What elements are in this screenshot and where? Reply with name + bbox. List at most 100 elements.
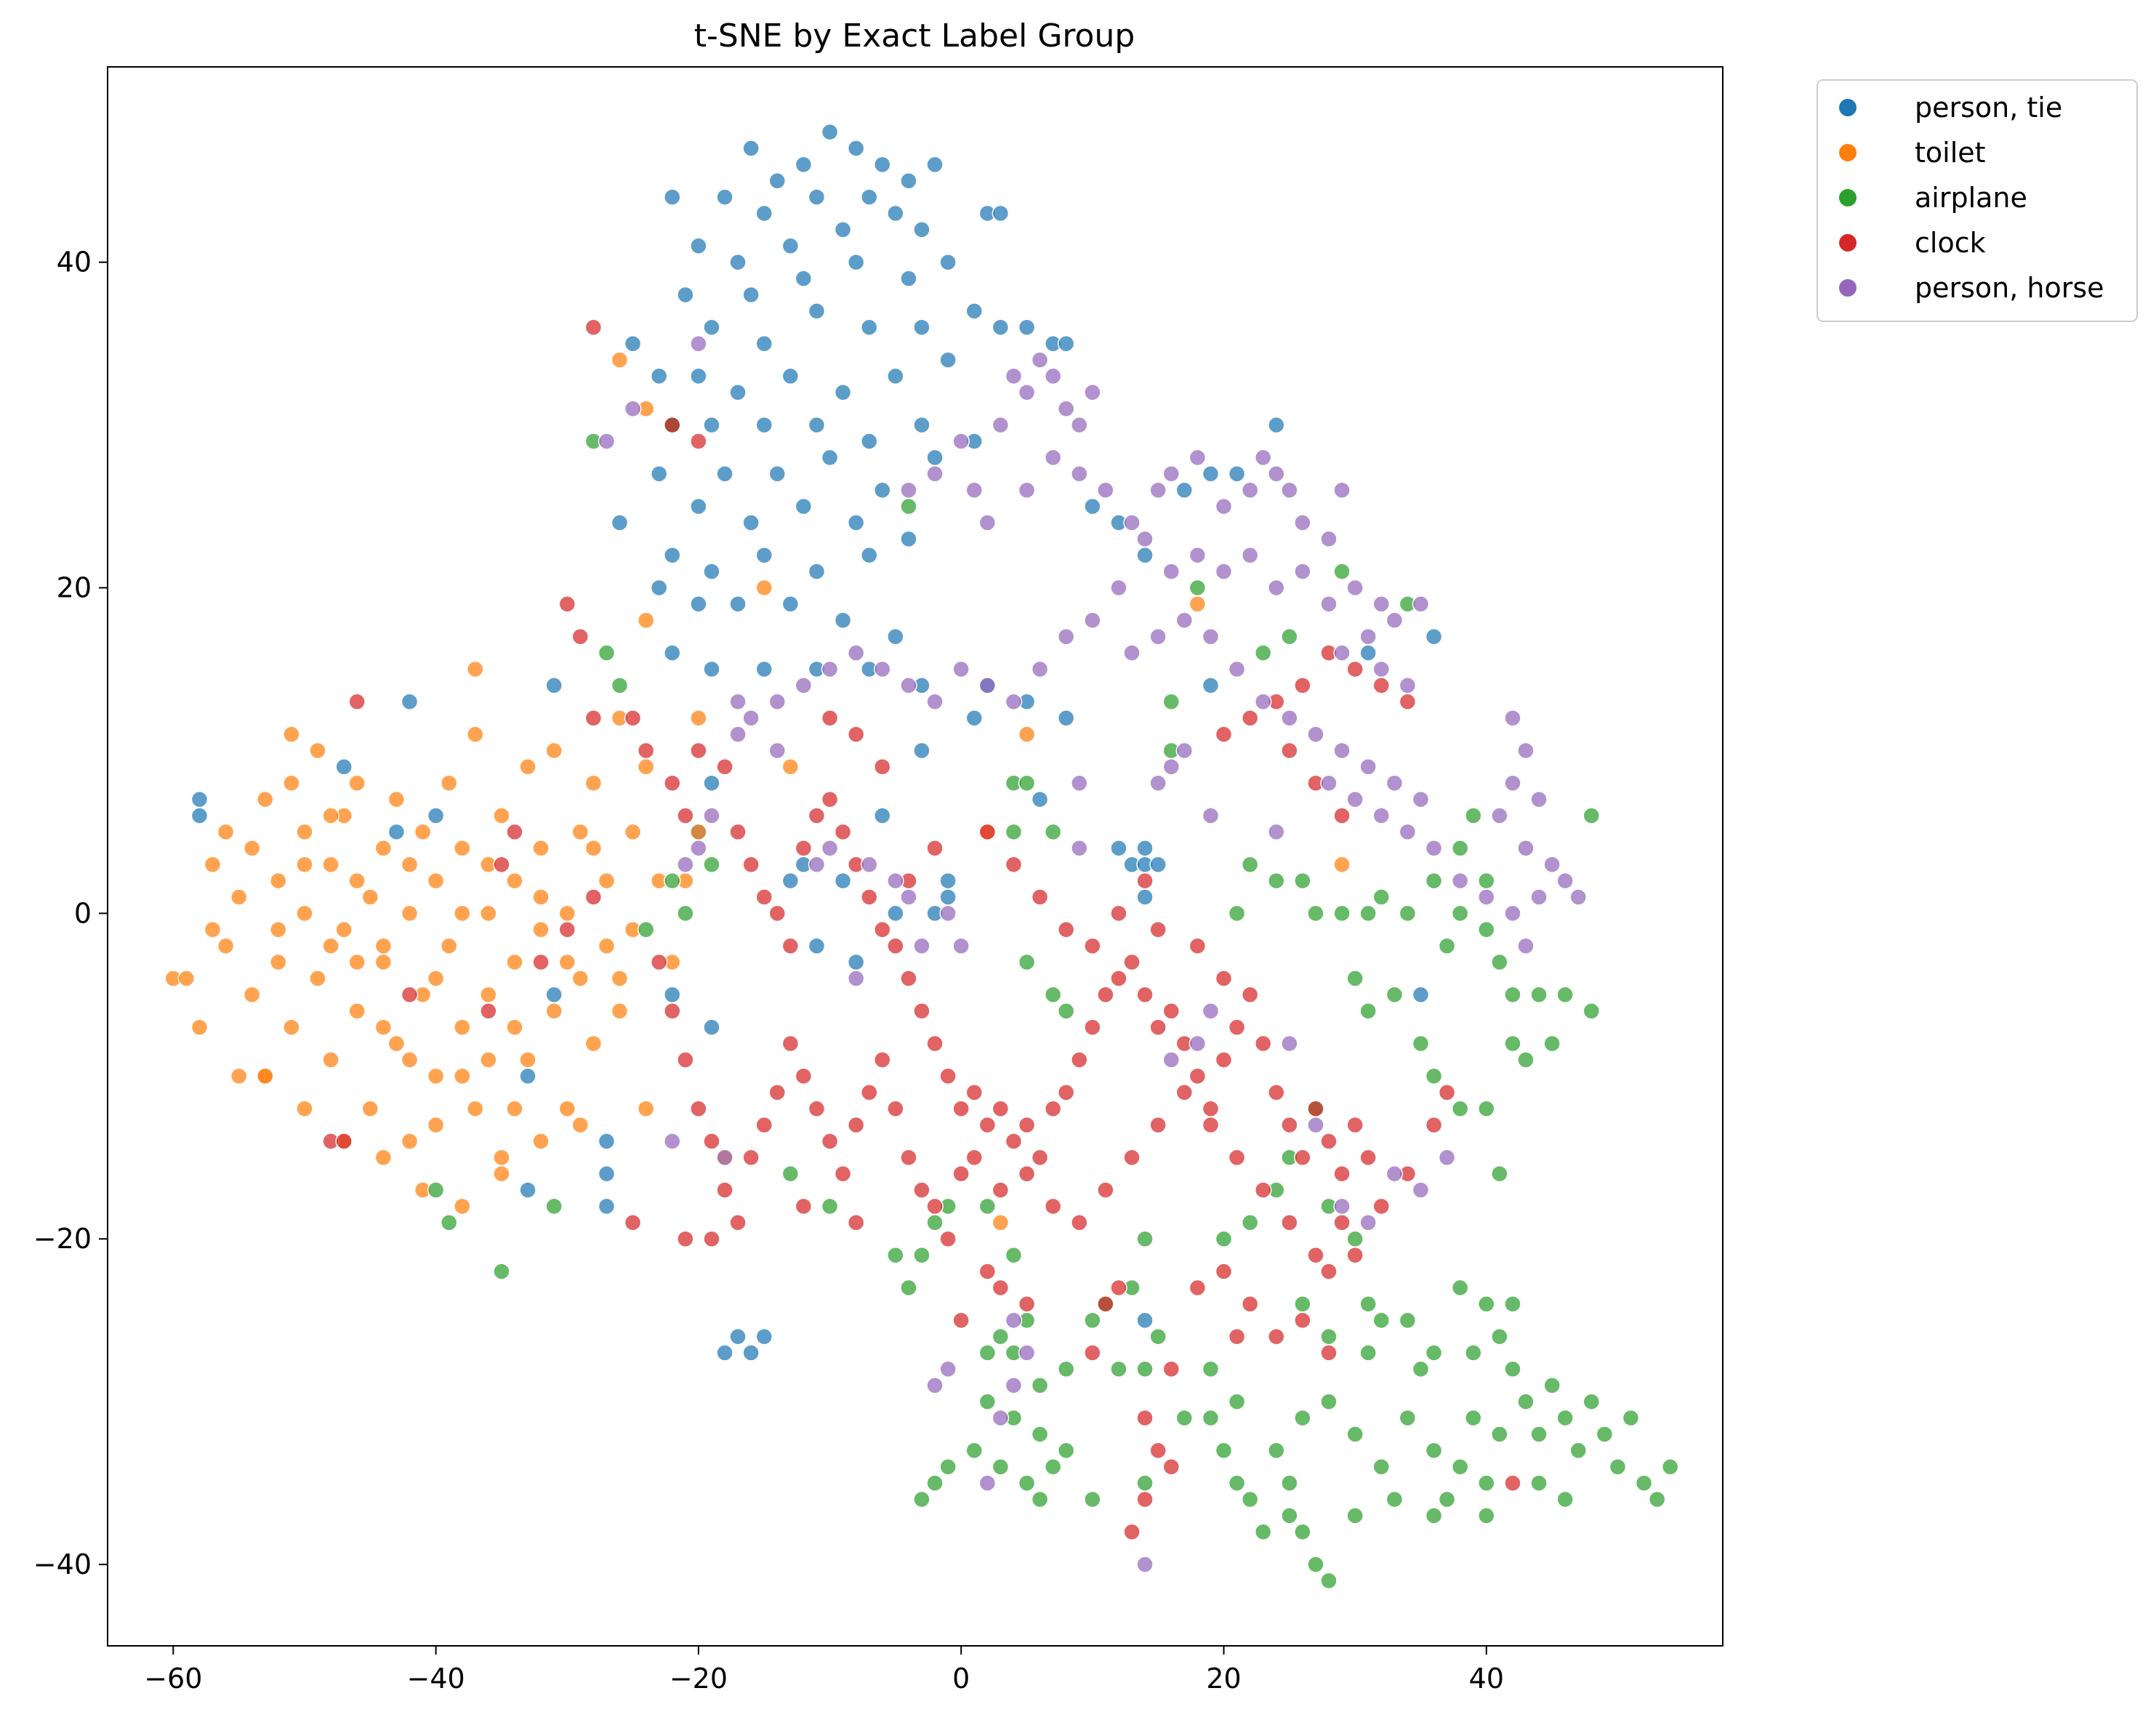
data-point — [1478, 921, 1495, 939]
data-point — [847, 514, 865, 531]
data-point — [270, 872, 287, 890]
data-point — [611, 677, 629, 694]
data-point — [1031, 1149, 1049, 1166]
data-point — [926, 1214, 944, 1231]
data-point — [401, 986, 419, 1004]
data-point — [1268, 579, 1285, 597]
data-point — [243, 986, 261, 1004]
data-point — [611, 1002, 629, 1020]
data-point — [545, 742, 563, 760]
data-point — [1530, 1426, 1548, 1443]
data-point — [926, 840, 944, 857]
data-point — [1018, 481, 1036, 499]
data-point — [467, 660, 484, 678]
data-point — [454, 1197, 471, 1215]
data-point — [1149, 481, 1167, 499]
data-point — [401, 693, 419, 711]
data-point — [677, 856, 694, 873]
data-point — [1215, 1230, 1233, 1247]
data-point — [1136, 1490, 1154, 1508]
data-point — [703, 563, 720, 580]
data-point — [1071, 465, 1088, 483]
data-point — [1057, 334, 1075, 353]
data-point — [1031, 888, 1049, 906]
data-point — [821, 790, 839, 808]
data-point — [1162, 1458, 1180, 1476]
data-point — [900, 1149, 917, 1166]
data-point — [1136, 530, 1154, 548]
legend-label: person, horse — [1915, 272, 2104, 304]
data-point — [1097, 1295, 1114, 1313]
data-point — [1412, 1181, 1430, 1199]
data-point — [283, 1018, 300, 1036]
data-point — [716, 1181, 733, 1199]
data-point — [204, 921, 222, 939]
data-point — [243, 840, 261, 857]
data-point — [847, 970, 865, 987]
data-point — [558, 953, 576, 971]
data-point — [900, 270, 917, 287]
data-point — [309, 970, 326, 987]
data-point — [952, 937, 970, 955]
data-point — [1031, 1376, 1049, 1394]
data-point — [1307, 1116, 1324, 1134]
data-point — [755, 888, 773, 906]
data-point — [1175, 611, 1194, 630]
data-point — [1425, 627, 1443, 646]
data-point — [1478, 1507, 1495, 1524]
data-point — [571, 1116, 590, 1134]
data-point — [768, 1083, 787, 1101]
data-point — [781, 237, 800, 255]
data-point — [1241, 709, 1259, 727]
data-point — [1438, 1083, 1456, 1101]
data-point — [1136, 986, 1154, 1004]
data-point — [335, 921, 353, 939]
data-point — [1202, 627, 1220, 646]
data-point — [887, 204, 904, 222]
data-point — [1149, 1116, 1167, 1134]
data-point — [1451, 1458, 1469, 1476]
data-point — [1071, 774, 1088, 792]
data-point — [926, 156, 944, 174]
data-point — [558, 1100, 576, 1117]
data-point — [1372, 888, 1391, 906]
data-point — [664, 872, 681, 890]
data-point — [348, 872, 366, 890]
data-point — [1438, 937, 1456, 955]
data-point — [1307, 1100, 1324, 1117]
data-point — [874, 156, 891, 174]
data-point — [755, 416, 773, 434]
data-point — [874, 807, 891, 824]
data-point — [690, 742, 707, 760]
legend-marker — [1839, 234, 1857, 252]
data-point — [1346, 1426, 1364, 1443]
data-point — [1149, 627, 1167, 646]
data-point — [1268, 465, 1285, 483]
data-point — [716, 188, 733, 206]
data-point — [1228, 465, 1246, 483]
data-point — [427, 1067, 445, 1085]
data-point — [1346, 1507, 1364, 1524]
data-point — [1044, 986, 1062, 1004]
data-point — [283, 774, 300, 792]
data-point — [703, 318, 720, 337]
data-point — [598, 433, 616, 450]
data-point — [808, 1100, 826, 1117]
data-point — [374, 1018, 393, 1036]
data-point — [939, 1360, 957, 1378]
data-point — [1320, 530, 1338, 548]
chart-title: t-SNE by Exact Label Group — [694, 17, 1135, 55]
x-tick-label: 0 — [952, 1663, 970, 1695]
data-point — [493, 856, 510, 873]
data-point — [387, 790, 406, 808]
data-point — [978, 823, 997, 841]
data-point — [1307, 904, 1324, 923]
data-point — [1057, 1360, 1075, 1378]
data-point — [1005, 1311, 1023, 1329]
data-point — [1175, 1409, 1194, 1427]
data-point — [519, 1051, 536, 1069]
legend: person, tie toilet airplane clock person, ho… — [1817, 79, 2138, 322]
data-point — [808, 188, 826, 206]
data-point — [965, 709, 984, 727]
data-point — [1333, 856, 1351, 873]
